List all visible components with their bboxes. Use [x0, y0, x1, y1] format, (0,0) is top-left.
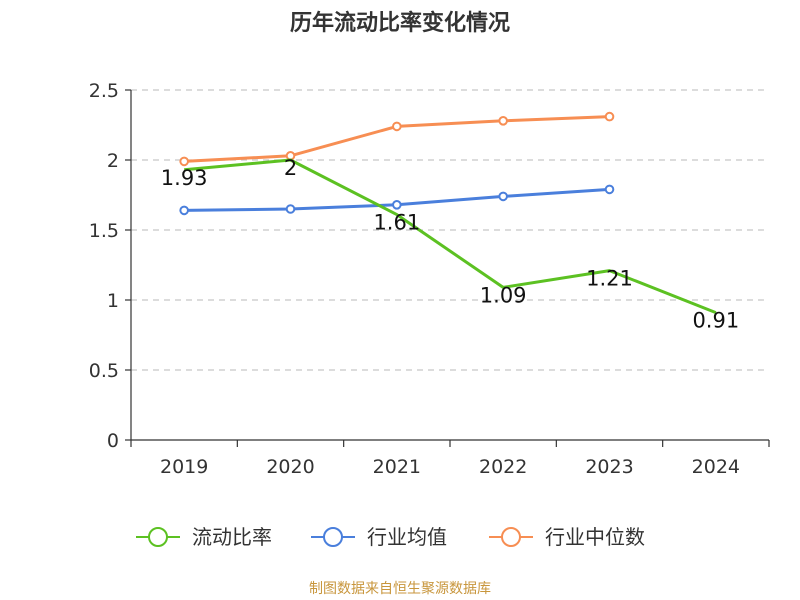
legend-label: 流动比率 [192, 525, 272, 549]
legend-item: 流动比率 [136, 525, 272, 549]
series-line [184, 158, 717, 314]
series-point [392, 121, 402, 132]
x-tick-label: 2019 [160, 456, 208, 478]
legend-marker [323, 527, 343, 547]
series-lines [179, 111, 717, 314]
y-tick-label: 2.5 [89, 80, 119, 102]
series-point [179, 205, 189, 216]
x-tick-label: 2020 [266, 456, 314, 478]
y-tick-label: 1.5 [89, 220, 119, 242]
y-tick-label: 0.5 [89, 360, 119, 382]
y-tick-label: 1 [107, 290, 119, 312]
data-label: 1.93 [161, 166, 208, 190]
chart-title: 历年流动比率变化情况 [289, 11, 510, 36]
data-label: 1.09 [480, 283, 527, 307]
legend: 流动比率 行业均值 行业中位数 [136, 525, 645, 549]
legend-label: 行业均值 [367, 525, 447, 549]
data-label: 2 [284, 156, 297, 180]
series-point [498, 116, 508, 126]
data-labels: 1.93 2 1.61 1.09 1.21 0.91 [161, 156, 739, 333]
x-tick-label: 2021 [373, 456, 421, 478]
x-tick-label: 2024 [692, 456, 740, 478]
grid-lines [131, 89, 769, 371]
series-point [604, 184, 615, 195]
y-tick-label: 0 [107, 430, 119, 452]
series-point [285, 204, 296, 214]
legend-label: 行业中位数 [545, 525, 645, 549]
y-tick-label: 2 [107, 150, 119, 172]
source-note: 制图数据来自恒生聚源数据库 [309, 581, 491, 597]
series-point [498, 191, 508, 202]
series-point [604, 111, 615, 122]
data-label: 1.61 [373, 211, 420, 235]
series-point [392, 200, 402, 210]
data-label: 0.91 [692, 309, 739, 333]
legend-marker [148, 527, 168, 547]
legend-item: 行业均值 [311, 525, 447, 549]
x-tick-label: 2023 [585, 456, 633, 478]
legend-marker [501, 527, 521, 547]
series-point [179, 156, 189, 167]
axes: 0 0.5 1 1.5 2 2.5 2019 2020 2021 2022 2023 2024 [89, 80, 770, 478]
data-label: 1.21 [586, 267, 633, 291]
x-tick-label: 2022 [479, 456, 527, 478]
legend-item: 行业中位数 [489, 525, 645, 549]
